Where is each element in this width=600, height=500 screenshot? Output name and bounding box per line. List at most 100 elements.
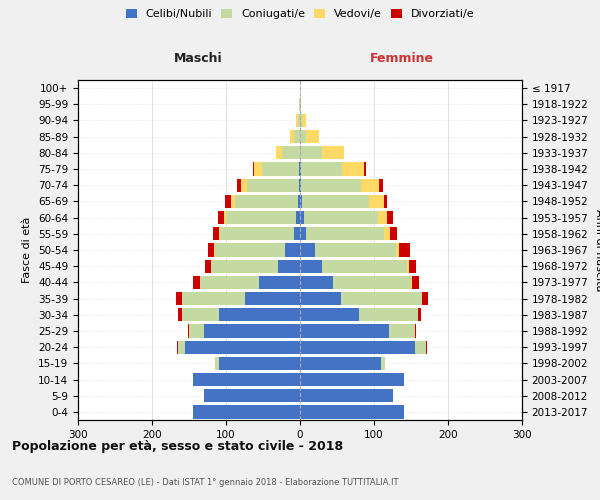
Bar	[204, 389, 300, 402]
Y-axis label: Anni di nascita: Anni di nascita	[594, 209, 600, 291]
Text: Maschi: Maschi	[173, 52, 222, 64]
Bar	[177, 340, 178, 354]
Bar	[411, 276, 412, 289]
Bar	[300, 130, 306, 143]
Bar	[301, 162, 342, 175]
Bar	[245, 292, 300, 305]
Bar	[218, 308, 300, 322]
Bar	[182, 308, 218, 322]
Bar	[218, 227, 220, 240]
Bar	[322, 260, 407, 273]
Bar	[300, 324, 389, 338]
Text: Femmine: Femmine	[370, 52, 434, 64]
Bar	[254, 162, 262, 175]
Bar	[300, 406, 404, 418]
Bar	[182, 292, 245, 305]
Bar	[235, 195, 298, 208]
Bar	[275, 146, 281, 160]
Bar	[189, 324, 204, 338]
Bar	[299, 178, 300, 192]
Bar	[298, 114, 300, 127]
Bar	[262, 162, 299, 175]
Bar	[409, 260, 416, 273]
Bar	[176, 292, 182, 305]
Bar	[296, 211, 300, 224]
Bar	[188, 324, 189, 338]
Bar	[290, 130, 294, 143]
Legend: Celibi/Nubili, Coniugati/e, Vedovi/e, Divorziati/e: Celibi/Nubili, Coniugati/e, Vedovi/e, Di…	[122, 6, 478, 22]
Bar	[322, 146, 344, 160]
Bar	[378, 211, 386, 224]
Text: Popolazione per età, sesso e stato civile - 2018: Popolazione per età, sesso e stato civil…	[12, 440, 343, 453]
Bar	[185, 340, 300, 354]
Bar	[415, 324, 416, 338]
Y-axis label: Fasce di età: Fasce di età	[22, 217, 32, 283]
Bar	[247, 178, 299, 192]
Bar	[224, 211, 226, 224]
Bar	[225, 195, 231, 208]
Bar	[241, 178, 247, 192]
Bar	[212, 227, 218, 240]
Bar	[298, 195, 300, 208]
Bar	[300, 178, 301, 192]
Bar	[300, 98, 301, 111]
Bar	[361, 178, 379, 192]
Bar	[300, 356, 382, 370]
Bar	[300, 308, 359, 322]
Bar	[369, 195, 383, 208]
Bar	[426, 340, 427, 354]
Bar	[382, 356, 385, 370]
Bar	[306, 130, 319, 143]
Bar	[302, 195, 369, 208]
Bar	[396, 244, 399, 256]
Text: COMUNE DI PORTO CESAREO (LE) - Dati ISTAT 1° gennaio 2018 - Elaborazione TUTTITA: COMUNE DI PORTO CESAREO (LE) - Dati ISTA…	[12, 478, 398, 487]
Bar	[302, 114, 306, 127]
Bar	[294, 227, 300, 240]
Bar	[301, 178, 361, 192]
Bar	[205, 260, 211, 273]
Bar	[412, 276, 419, 289]
Bar	[300, 211, 304, 224]
Bar	[300, 260, 322, 273]
Bar	[204, 324, 300, 338]
Bar	[211, 260, 278, 273]
Bar	[399, 244, 410, 256]
Bar	[300, 195, 302, 208]
Bar	[359, 308, 418, 322]
Bar	[300, 373, 404, 386]
Bar	[215, 356, 218, 370]
Bar	[231, 195, 235, 208]
Bar	[300, 276, 334, 289]
Bar	[304, 211, 378, 224]
Bar	[386, 211, 392, 224]
Bar	[364, 162, 366, 175]
Bar	[296, 114, 298, 127]
Bar	[300, 292, 341, 305]
Bar	[306, 227, 383, 240]
Bar	[422, 292, 428, 305]
Bar	[226, 211, 296, 224]
Bar	[300, 114, 302, 127]
Bar	[341, 292, 422, 305]
Bar	[281, 146, 300, 160]
Bar	[379, 178, 383, 192]
Bar	[299, 162, 300, 175]
Bar	[259, 276, 300, 289]
Bar	[300, 227, 306, 240]
Bar	[215, 244, 285, 256]
Bar	[418, 308, 421, 322]
Bar	[218, 211, 224, 224]
Bar	[334, 276, 411, 289]
Bar	[315, 244, 396, 256]
Bar	[407, 260, 409, 273]
Bar	[193, 373, 300, 386]
Bar	[253, 162, 254, 175]
Bar	[383, 195, 388, 208]
Bar	[300, 389, 392, 402]
Bar	[299, 98, 300, 111]
Bar	[300, 162, 301, 175]
Bar	[193, 406, 300, 418]
Bar	[285, 244, 300, 256]
Bar	[278, 260, 300, 273]
Bar	[178, 340, 185, 354]
